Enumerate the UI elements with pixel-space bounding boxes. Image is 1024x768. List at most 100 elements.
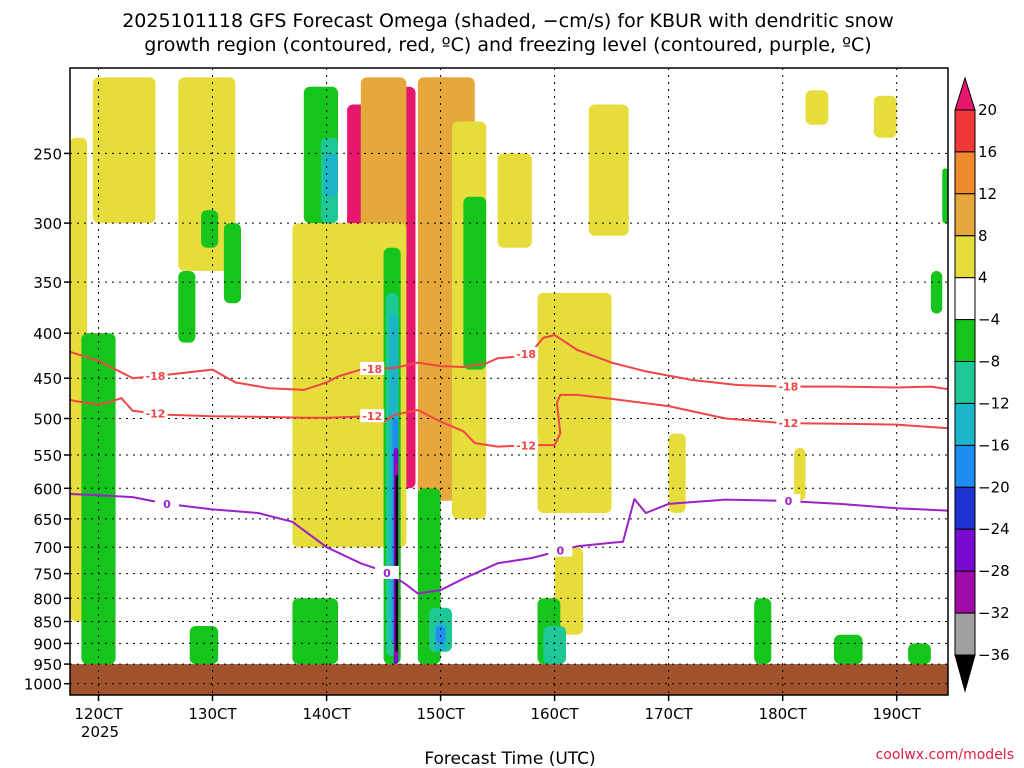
y-tick-label: 450 bbox=[33, 370, 62, 388]
colorbar-label: −36 bbox=[978, 646, 1010, 664]
x-tick-label: 140CT bbox=[302, 705, 351, 723]
contour-label-bg bbox=[514, 347, 539, 361]
omega-region bbox=[668, 433, 686, 513]
colorbar-box bbox=[954, 612, 976, 656]
colorbar-label: −16 bbox=[978, 436, 1010, 454]
colorbar-box bbox=[954, 361, 976, 404]
omega-region bbox=[537, 292, 612, 513]
y-tick-label: 950 bbox=[33, 656, 62, 674]
omega-region bbox=[497, 153, 532, 248]
contour-line bbox=[70, 334, 948, 391]
omega-region bbox=[395, 475, 398, 652]
chart-title-line2: growth region (contoured, red, ºC) and f… bbox=[144, 34, 871, 56]
colorbar-box bbox=[954, 109, 976, 153]
omega-region bbox=[178, 77, 236, 271]
y-tick-label: 1000 bbox=[24, 676, 62, 694]
contour-label-bg bbox=[143, 406, 168, 420]
colorbar-box bbox=[954, 444, 976, 488]
contour-label-bg bbox=[514, 438, 539, 452]
colorbar-box bbox=[954, 235, 976, 279]
omega-region bbox=[292, 223, 407, 548]
colorbar-label: −20 bbox=[978, 478, 1010, 496]
colorbar-label: −24 bbox=[978, 520, 1010, 538]
x-tick-label: 170CT bbox=[644, 705, 693, 723]
y-tick-label: 900 bbox=[33, 635, 62, 653]
contour-label-bg bbox=[154, 496, 179, 510]
colorbar-top-arrow bbox=[954, 76, 976, 111]
colorbar-box bbox=[954, 151, 976, 195]
contour-label: -18 bbox=[516, 348, 536, 361]
omega-region bbox=[463, 196, 487, 370]
colorbar-box bbox=[954, 403, 976, 446]
y-tick-label: 400 bbox=[33, 325, 62, 343]
x-tick-label: 130CT bbox=[188, 705, 237, 723]
contour-label: -12 bbox=[146, 407, 166, 420]
x-tick-label: 150CT bbox=[416, 705, 465, 723]
x-tick-label: 180CT bbox=[759, 705, 808, 723]
contour-label-bg bbox=[548, 543, 573, 557]
contour-label-bg bbox=[360, 362, 385, 375]
omega-region bbox=[930, 271, 943, 314]
contour-label-bg bbox=[776, 494, 801, 508]
omega-region bbox=[794, 448, 806, 501]
omega-region bbox=[201, 210, 219, 248]
omega-shading bbox=[70, 77, 948, 665]
x-tick-label: 120CT bbox=[74, 705, 123, 723]
contour-label: 0 bbox=[556, 545, 564, 558]
y-tick-label: 700 bbox=[33, 539, 62, 557]
omega-region bbox=[754, 598, 772, 664]
colorbar-label: 4 bbox=[978, 269, 988, 287]
x-axis-year-label: 2025 bbox=[81, 723, 119, 741]
y-tick-label: 500 bbox=[33, 411, 62, 429]
omega-region bbox=[554, 547, 584, 635]
x-tick-label: 160CT bbox=[530, 705, 579, 723]
y-tick-label: 600 bbox=[33, 480, 62, 498]
omega-region bbox=[805, 90, 829, 125]
y-tick-label: 350 bbox=[33, 274, 62, 292]
colorbar-label: 12 bbox=[978, 185, 997, 203]
contour-label: -18 bbox=[146, 370, 166, 383]
contour-label-bg bbox=[776, 379, 801, 393]
contour-lines: -18 -18 -18 -18 -12 -12 -12 -12 0 0 0 0 bbox=[70, 334, 948, 595]
x-axis-title: Forecast Time (UTC) bbox=[424, 749, 595, 768]
omega-region bbox=[324, 153, 338, 197]
y-tick-label: 650 bbox=[33, 511, 62, 529]
colorbar-box bbox=[954, 528, 976, 572]
contour-label-bg bbox=[776, 416, 801, 430]
omega-region bbox=[223, 223, 241, 304]
contour-label-bg bbox=[375, 565, 399, 579]
contour-label: -18 bbox=[778, 381, 798, 394]
y-tick-label: 250 bbox=[33, 145, 62, 163]
y-tick-label: 850 bbox=[33, 614, 62, 632]
colorbar-label: −32 bbox=[978, 604, 1010, 622]
y-tick-label: 550 bbox=[33, 447, 62, 465]
contour-label-bg bbox=[360, 409, 385, 423]
contour-label: -18 bbox=[362, 363, 382, 376]
omega-region bbox=[81, 333, 116, 665]
plot-frame bbox=[69, 67, 949, 696]
colorbar-label: −28 bbox=[978, 562, 1010, 580]
colorbar-box bbox=[954, 319, 976, 363]
colorbar-box bbox=[954, 570, 976, 614]
colorbar-label: −12 bbox=[978, 395, 1010, 413]
omega-region bbox=[178, 271, 196, 343]
contour-label: -12 bbox=[516, 439, 536, 452]
omega-region bbox=[360, 77, 407, 260]
y-tick-label: 300 bbox=[33, 215, 62, 233]
contour-label: 0 bbox=[785, 495, 793, 508]
y-tick-label: 750 bbox=[33, 566, 62, 584]
omega-region bbox=[873, 95, 897, 138]
x-axis: 120CT 130CT 140CT 150CT 160CT 170CT 180CT 190CT bbox=[74, 695, 922, 723]
contour-label: -12 bbox=[778, 417, 798, 430]
colorbar-box bbox=[954, 486, 976, 530]
y-tick-label: 800 bbox=[33, 590, 62, 608]
ground-terrain bbox=[70, 664, 948, 695]
contour-label: -12 bbox=[362, 410, 382, 423]
colorbar-label: 8 bbox=[978, 227, 988, 245]
y-axis: 250 300 350 400 450 500 550 600 650 700 750 800 850 9… bbox=[24, 145, 70, 694]
contour-line bbox=[70, 493, 948, 595]
omega-region bbox=[92, 77, 156, 224]
contour-label: 0 bbox=[383, 567, 391, 580]
colorbar: 20 16 12 8 4 −4 −8 −12 −16 −20 −24 −28 −32 −36 bbox=[954, 76, 1010, 693]
